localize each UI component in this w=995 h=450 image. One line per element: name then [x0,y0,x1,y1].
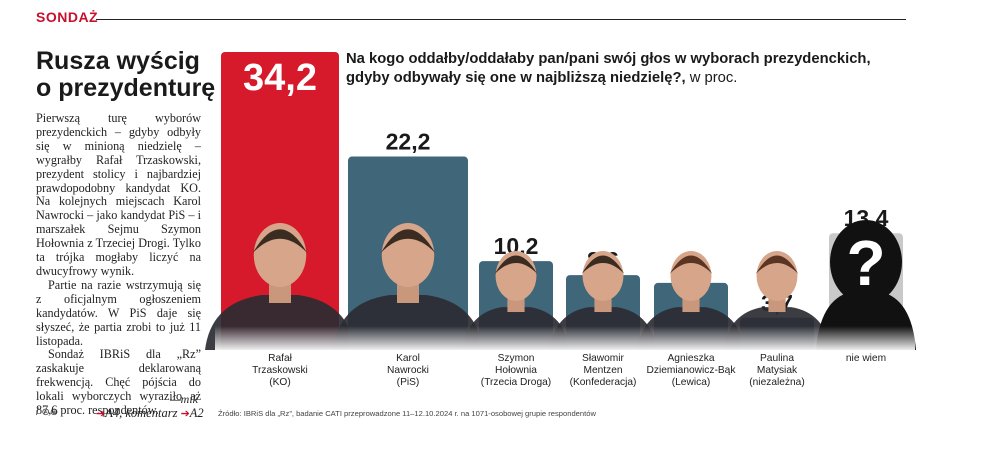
candidate-hair-5 [669,255,713,274]
candidate-neck-2 [397,281,419,303]
category-label-6-line-1: Paulina [760,353,794,364]
category-label-1-line-3: (KO) [269,377,291,388]
category-label-5-line-2: Dziemianowicz-Bąk [647,365,737,376]
candidate-neck-1 [269,281,291,303]
article-body: Pierwszą turę wyborów prezydenckich – gd… [36,111,201,418]
category-label-4-line-1: Sławomir [582,353,624,364]
bar-1 [221,52,339,350]
headline: Rusza wyścig o prezydenturę [36,48,226,102]
category-label-2-line-1: Karol [396,353,420,364]
portrait-fade [215,326,915,352]
section-tag: SONDAŻ [36,9,99,25]
candidate-hair-1 [252,229,308,253]
value-label-1: 34,2 [243,57,317,99]
candidate-hair-6 [755,255,799,274]
category-label-4-line-2: Mentzen [583,365,622,376]
ref-page-link[interactable]: A4 [105,406,120,420]
chart-title-text: Na kogo oddałby/oddałaby pan/pani swój g… [346,51,871,86]
candidate-hair-2 [380,229,436,253]
candidate-hair-4 [581,255,625,274]
article-signature: —mik [170,392,198,406]
category-label-4-line-3: (Konfederacja) [570,377,637,388]
category-label-6-line-2: Matysiak [757,365,798,376]
section-rule [96,19,906,20]
arrow-right-icon: ➔ [180,408,190,420]
category-label-2-line-3: (PiS) [397,377,420,388]
ref-comment-link[interactable]: A2 [189,406,204,420]
value-label-2: 22,2 [386,129,431,155]
cross-references: ➔A4, komentarz ➔A2 [96,406,204,420]
category-label-7-line-1: nie wiem [846,353,886,364]
unknown-head [830,220,902,304]
article-paragraph-3: Sondaż IBRiS dla „Rz” zaskakuje deklarow… [36,347,201,418]
candidate-hair-3 [494,255,538,274]
category-label-3-line-3: (Trzecia Droga) [481,377,551,388]
headline-line-2: o prezydenturę [36,74,216,102]
category-label-5-line-1: Agnieszka [667,353,714,364]
ref-comment-label: komentarz [125,406,178,420]
chart-unit: w proc. [689,69,738,86]
headline-line-1: Rusza wyścig [36,47,200,75]
article-paragraph-2: Partie na razie wstrzymują się z oficjal… [36,277,201,348]
question-mark-icon: ? [846,227,885,299]
article-paragraph-1: Pierwszą turę wyborów prezydenckich – gd… [36,111,201,278]
category-label-6-line-3: (niezależna) [749,377,805,388]
category-label-3-line-1: Szymon [498,353,535,364]
category-label-1-line-1: Rafał [268,353,293,364]
chart-title: Na kogo oddałby/oddałaby pan/pani swój g… [346,50,906,87]
source-note: Źródło: IBRiS dla „Rz”, badanie CATI prz… [218,409,596,418]
category-label-1-line-2: Trzaskowski [252,365,308,376]
cc-badge: / ⊜⊛ [36,407,59,418]
arrow-right-icon: ➔ [96,408,106,420]
category-label-5-line-3: (Lewica) [672,377,711,388]
category-label-3-line-2: Hołownia [495,365,537,376]
category-label-2-line-2: Nawrocki [387,365,429,376]
